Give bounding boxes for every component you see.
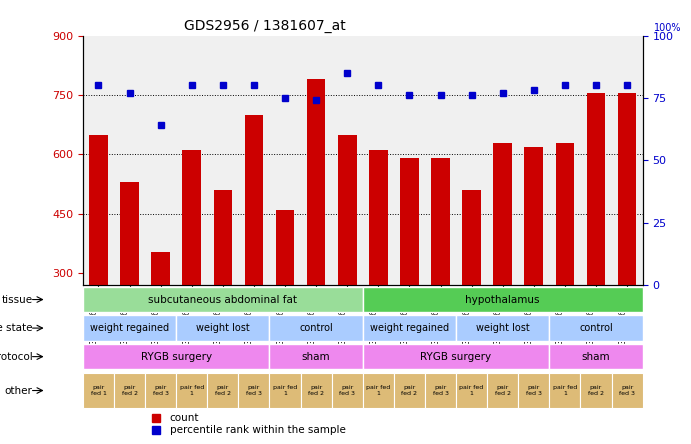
Bar xyxy=(618,93,636,392)
Text: pair fed
1: pair fed 1 xyxy=(553,385,577,396)
Text: pair
fed 3: pair fed 3 xyxy=(246,385,262,396)
FancyBboxPatch shape xyxy=(269,315,363,341)
Text: pair
fed 3: pair fed 3 xyxy=(433,385,448,396)
Text: pair
fed 2: pair fed 2 xyxy=(495,385,511,396)
FancyBboxPatch shape xyxy=(612,373,643,408)
Bar xyxy=(151,252,170,392)
Text: pair
fed 2: pair fed 2 xyxy=(401,385,417,396)
Text: 100%: 100% xyxy=(654,23,681,33)
Bar xyxy=(462,190,481,392)
Text: count: count xyxy=(170,412,199,423)
Text: tissue: tissue xyxy=(1,294,32,305)
FancyBboxPatch shape xyxy=(301,373,332,408)
Bar xyxy=(245,115,263,392)
FancyBboxPatch shape xyxy=(332,373,363,408)
Bar xyxy=(556,143,574,392)
Bar xyxy=(400,159,419,392)
FancyBboxPatch shape xyxy=(176,315,269,341)
FancyBboxPatch shape xyxy=(456,315,549,341)
FancyBboxPatch shape xyxy=(145,373,176,408)
Text: pair
fed 1: pair fed 1 xyxy=(91,385,106,396)
Text: percentile rank within the sample: percentile rank within the sample xyxy=(170,425,346,435)
FancyBboxPatch shape xyxy=(83,373,114,408)
Text: weight lost: weight lost xyxy=(196,323,249,333)
Bar xyxy=(214,190,232,392)
FancyBboxPatch shape xyxy=(269,344,363,369)
Text: control: control xyxy=(299,323,333,333)
FancyBboxPatch shape xyxy=(83,287,363,313)
FancyBboxPatch shape xyxy=(549,373,580,408)
FancyBboxPatch shape xyxy=(425,373,456,408)
Text: pair
fed 2: pair fed 2 xyxy=(308,385,324,396)
Text: pair fed
1: pair fed 1 xyxy=(273,385,297,396)
FancyBboxPatch shape xyxy=(549,315,643,341)
Text: RYGB surgery: RYGB surgery xyxy=(141,352,211,361)
Bar xyxy=(182,151,201,392)
FancyBboxPatch shape xyxy=(363,315,456,341)
FancyBboxPatch shape xyxy=(456,373,487,408)
Bar xyxy=(369,151,388,392)
FancyBboxPatch shape xyxy=(394,373,425,408)
Text: pair fed
1: pair fed 1 xyxy=(180,385,204,396)
FancyBboxPatch shape xyxy=(238,373,269,408)
FancyBboxPatch shape xyxy=(269,373,301,408)
Text: GDS2956 / 1381607_at: GDS2956 / 1381607_at xyxy=(184,19,346,33)
Text: pair
fed 2: pair fed 2 xyxy=(588,385,604,396)
Text: control: control xyxy=(579,323,613,333)
Bar xyxy=(120,182,139,392)
Bar xyxy=(307,79,325,392)
Text: RYGB surgery: RYGB surgery xyxy=(421,352,491,361)
Bar xyxy=(431,159,450,392)
Bar xyxy=(89,135,108,392)
FancyBboxPatch shape xyxy=(518,373,549,408)
FancyBboxPatch shape xyxy=(487,373,518,408)
Text: sham: sham xyxy=(582,352,610,361)
Text: pair fed
1: pair fed 1 xyxy=(460,385,484,396)
Text: pair
fed 3: pair fed 3 xyxy=(339,385,355,396)
FancyBboxPatch shape xyxy=(83,315,176,341)
Text: pair fed
1: pair fed 1 xyxy=(366,385,390,396)
FancyBboxPatch shape xyxy=(363,287,643,313)
Text: subcutaneous abdominal fat: subcutaneous abdominal fat xyxy=(149,294,297,305)
FancyBboxPatch shape xyxy=(363,373,394,408)
FancyBboxPatch shape xyxy=(83,344,269,369)
Text: sham: sham xyxy=(302,352,330,361)
Text: weight regained: weight regained xyxy=(370,323,449,333)
Bar xyxy=(493,143,512,392)
Text: disease state: disease state xyxy=(0,323,32,333)
Text: weight regained: weight regained xyxy=(90,323,169,333)
FancyBboxPatch shape xyxy=(207,373,238,408)
Text: weight lost: weight lost xyxy=(476,323,529,333)
Text: pair
fed 3: pair fed 3 xyxy=(619,385,635,396)
Text: other: other xyxy=(5,385,32,396)
Bar xyxy=(524,147,543,392)
Text: pair
fed 2: pair fed 2 xyxy=(122,385,138,396)
FancyBboxPatch shape xyxy=(549,344,643,369)
Text: pair
fed 3: pair fed 3 xyxy=(153,385,169,396)
Text: pair
fed 2: pair fed 2 xyxy=(215,385,231,396)
Bar xyxy=(338,135,357,392)
Bar xyxy=(587,93,605,392)
FancyBboxPatch shape xyxy=(114,373,145,408)
FancyBboxPatch shape xyxy=(176,373,207,408)
Text: hypothalamus: hypothalamus xyxy=(466,294,540,305)
FancyBboxPatch shape xyxy=(580,373,612,408)
Text: pair
fed 3: pair fed 3 xyxy=(526,385,542,396)
Text: protocol: protocol xyxy=(0,352,32,361)
FancyBboxPatch shape xyxy=(363,344,549,369)
Bar xyxy=(276,210,294,392)
